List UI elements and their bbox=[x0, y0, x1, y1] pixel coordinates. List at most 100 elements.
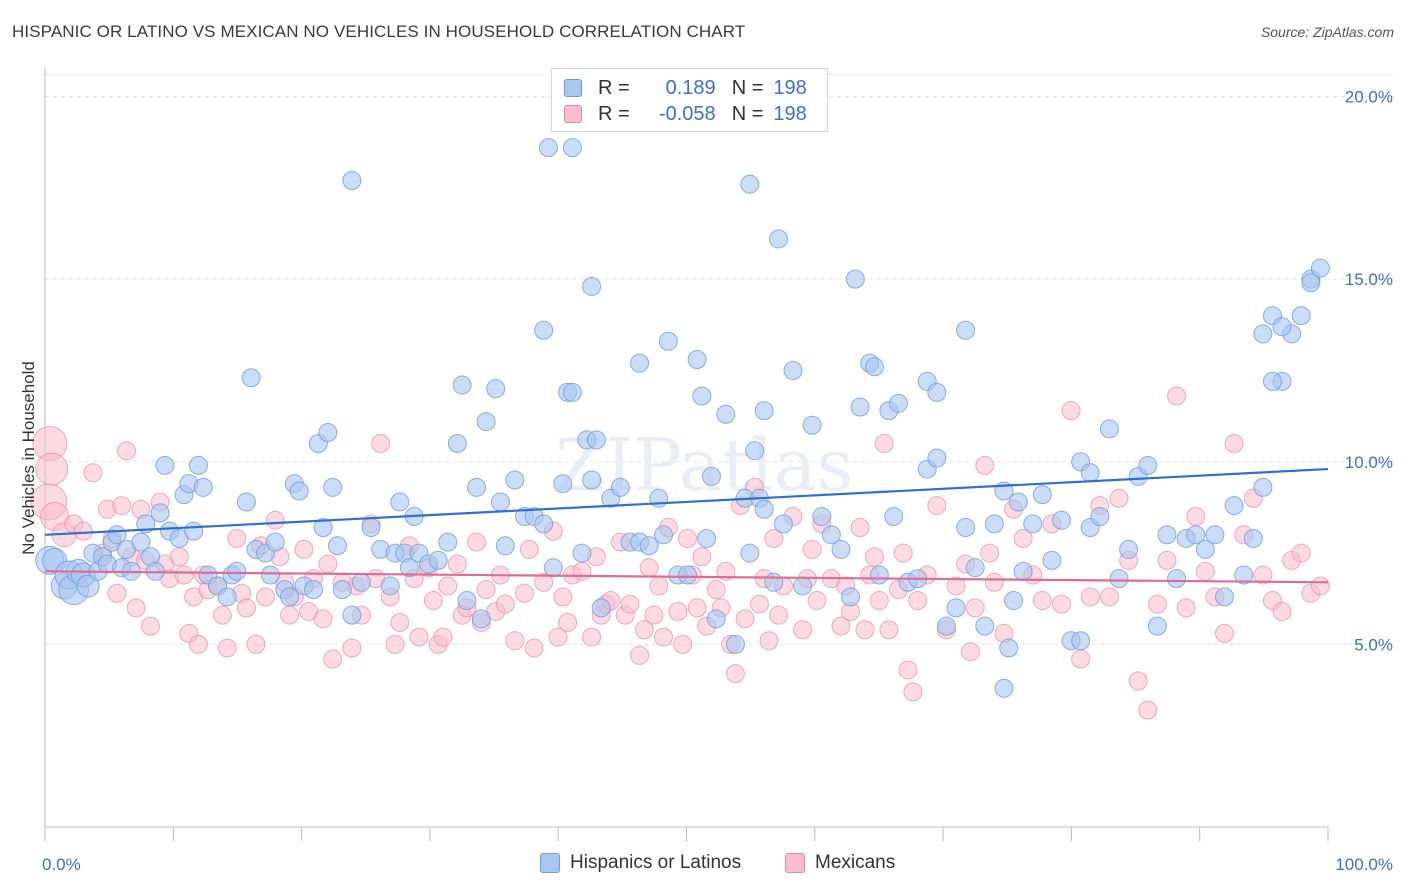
point-hispanics bbox=[946, 598, 966, 618]
point-hispanics bbox=[745, 441, 765, 461]
legend-r-label: R = bbox=[598, 76, 630, 99]
point-mexicans bbox=[1157, 550, 1177, 570]
y-tick-label: 20.0% bbox=[1345, 88, 1393, 107]
point-hispanics bbox=[999, 638, 1019, 658]
point-mexicans bbox=[1186, 507, 1206, 527]
point-hispanics bbox=[1215, 587, 1235, 607]
point-mexicans bbox=[323, 649, 343, 669]
point-hispanics bbox=[1205, 525, 1225, 545]
point-mexicans bbox=[793, 620, 813, 640]
legend-label-hispanics: Hispanics or Latinos bbox=[570, 852, 742, 873]
point-hispanics bbox=[280, 587, 300, 607]
legend-item-mexicans: Mexicans bbox=[785, 852, 895, 874]
point-hispanics bbox=[610, 477, 630, 497]
point-mexicans bbox=[265, 510, 285, 530]
point-hispanics bbox=[630, 353, 650, 373]
point-mexicans bbox=[1061, 401, 1081, 421]
point-hispanics bbox=[534, 514, 554, 534]
point-mexicans bbox=[639, 558, 659, 578]
point-hispanics bbox=[927, 382, 947, 402]
point-hispanics bbox=[572, 543, 592, 563]
point-hispanics bbox=[793, 576, 813, 596]
point-hispanics bbox=[428, 550, 448, 570]
legend-n-label: N = bbox=[731, 76, 764, 99]
point-hispanics bbox=[1195, 539, 1215, 559]
point-hispanics bbox=[850, 397, 870, 417]
point-mexicans bbox=[236, 598, 256, 618]
point-hispanics bbox=[1224, 496, 1244, 516]
point-hispanics bbox=[543, 558, 563, 578]
legend-r-label: R = bbox=[598, 102, 630, 125]
point-mexicans bbox=[558, 612, 578, 632]
point-mexicans bbox=[673, 634, 693, 654]
point-mexicans bbox=[169, 547, 189, 567]
point-hispanics bbox=[1253, 477, 1273, 497]
x-tick-label: 0.0% bbox=[42, 855, 81, 874]
point-mexicans bbox=[342, 638, 362, 658]
point-hispanics bbox=[265, 532, 285, 552]
point-hispanics bbox=[538, 138, 558, 158]
point-mexicans bbox=[390, 612, 410, 632]
legend-row-hispanics: R = 0.189 N = 198 bbox=[564, 75, 807, 101]
point-hispanics bbox=[845, 269, 865, 289]
point-hispanics bbox=[1301, 273, 1321, 293]
point-mexicans bbox=[984, 572, 1004, 592]
point-mexicans bbox=[879, 620, 899, 640]
point-mexicans bbox=[534, 572, 554, 592]
point-hispanics bbox=[1167, 569, 1187, 589]
point-hispanics bbox=[131, 532, 151, 552]
point-mexicans bbox=[630, 645, 650, 665]
point-hispanics bbox=[591, 598, 611, 618]
point-mexicans bbox=[893, 543, 913, 563]
point-hispanics bbox=[740, 543, 760, 563]
legend-swatch-mexicans bbox=[564, 105, 582, 123]
point-hispanics bbox=[1310, 258, 1330, 278]
point-hispanics bbox=[936, 616, 956, 636]
y-tick-label: 5.0% bbox=[1354, 635, 1393, 654]
point-hispanics bbox=[553, 474, 573, 494]
point-hispanics bbox=[452, 375, 472, 395]
point-hispanics bbox=[155, 455, 175, 475]
point-hispanics bbox=[701, 466, 721, 486]
point-mexicans bbox=[965, 598, 985, 618]
point-hispanics bbox=[318, 423, 338, 443]
trend-line-mexicans bbox=[44, 570, 1329, 584]
source-label: Source: ZipAtlas.com bbox=[1260, 24, 1394, 40]
point-mexicans bbox=[1167, 386, 1187, 406]
point-mexicans bbox=[107, 583, 127, 603]
point-hispanics bbox=[217, 587, 237, 607]
point-mexicans bbox=[433, 627, 453, 647]
legend-swatch-mexicans bbox=[785, 853, 805, 873]
point-hispanics bbox=[1023, 514, 1043, 534]
point-hispanics bbox=[725, 634, 745, 654]
point-hispanics bbox=[1291, 306, 1311, 326]
point-mexicans bbox=[1032, 591, 1052, 611]
point-hispanics bbox=[1262, 371, 1282, 391]
point-hispanics bbox=[76, 574, 100, 598]
gridlines bbox=[45, 74, 1395, 645]
point-hispanics bbox=[260, 565, 280, 585]
point-hispanics bbox=[562, 138, 582, 158]
point-hispanics bbox=[486, 379, 506, 399]
point-hispanics bbox=[471, 609, 491, 629]
point-hispanics bbox=[313, 518, 333, 538]
point-hispanics bbox=[227, 561, 247, 581]
point-mexicans bbox=[294, 539, 314, 559]
point-mexicans bbox=[1128, 671, 1148, 691]
point-hispanics bbox=[831, 539, 851, 559]
y-tick-label: 10.0% bbox=[1345, 453, 1393, 472]
point-mexicans bbox=[246, 634, 266, 654]
point-mexicans bbox=[524, 638, 544, 658]
point-mexicans bbox=[174, 565, 194, 585]
point-hispanics bbox=[1071, 631, 1091, 651]
point-mexicans bbox=[864, 547, 884, 567]
series-hispanics bbox=[35, 101, 1330, 698]
point-mexicans bbox=[280, 605, 300, 625]
point-hispanics bbox=[716, 404, 736, 424]
y-axis-label: No Vehicles in Household bbox=[19, 361, 38, 555]
point-mexicans bbox=[313, 609, 333, 629]
point-hispanics bbox=[342, 171, 362, 191]
point-hispanics bbox=[476, 412, 496, 432]
point-mexicans bbox=[318, 554, 338, 574]
